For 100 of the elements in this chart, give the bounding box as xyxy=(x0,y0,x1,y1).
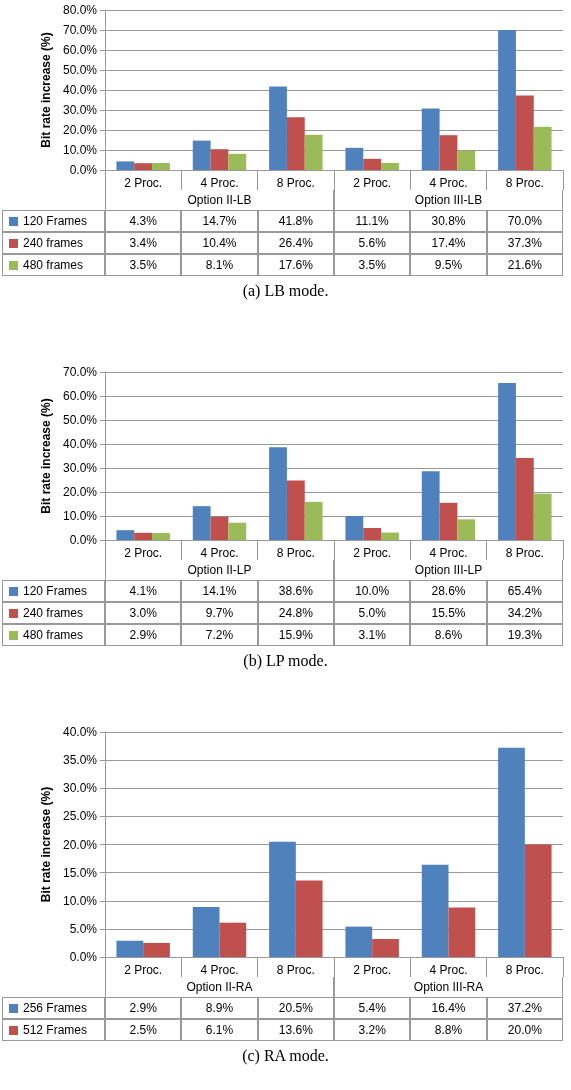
x-tick-label: 8 Proc. xyxy=(505,963,544,977)
x-tick-label: 4 Proc. xyxy=(429,176,468,190)
data-label: 70.0% xyxy=(486,210,563,232)
text: Option II-LP xyxy=(105,560,334,580)
y-axis-title: Bit rate increase (%) xyxy=(39,32,54,148)
bar xyxy=(363,528,382,540)
data-label: 8.1% xyxy=(181,254,258,276)
data-label: 6.1% xyxy=(181,1019,258,1041)
data-label: 38.6% xyxy=(257,580,334,602)
data-label: 28.6% xyxy=(410,580,487,602)
data-label: 5.4% xyxy=(334,997,411,1019)
x-tick-label: 2 Proc. xyxy=(124,176,163,190)
x-tick-label: 8 Proc. xyxy=(276,176,315,190)
data-label: 14.1% xyxy=(181,580,258,602)
bar xyxy=(439,135,458,170)
legend-label: 480 frames xyxy=(23,258,84,272)
data-label: 10.4% xyxy=(181,232,258,254)
y-tick-label: 40.0% xyxy=(62,437,98,451)
y-tick-label: 60.0% xyxy=(62,43,98,57)
data-label: 17.4% xyxy=(410,232,487,254)
legend-label: 120 Frames xyxy=(23,214,88,228)
bar xyxy=(533,126,552,170)
bar xyxy=(421,108,440,170)
bar xyxy=(515,457,534,540)
bar xyxy=(228,522,247,540)
bar xyxy=(498,383,516,540)
bar xyxy=(448,907,476,957)
text: Option II-RA xyxy=(105,977,334,997)
data-label: 8.8% xyxy=(410,1019,487,1041)
bar xyxy=(372,939,399,957)
data-label: 20.0% xyxy=(486,1019,563,1041)
x-tick-label: 4 Proc. xyxy=(200,176,239,190)
y-tick-label: 15.0% xyxy=(62,865,98,880)
bar xyxy=(210,516,229,540)
bar xyxy=(421,471,440,540)
x-tick-label: 4 Proc. xyxy=(429,546,468,560)
text: Option III-LB xyxy=(334,190,563,210)
bar xyxy=(134,532,153,540)
y-tick-label: 30.0% xyxy=(62,781,98,796)
data-label: 26.4% xyxy=(257,232,334,254)
data-label: 8.6% xyxy=(410,624,487,646)
data-label: 3.1% xyxy=(334,624,411,646)
bar xyxy=(116,530,135,540)
data-label: 4.1% xyxy=(105,580,182,602)
legend-label: 480 frames xyxy=(23,628,84,642)
bar xyxy=(210,149,229,170)
x-tick-label: 2 Proc. xyxy=(124,546,163,560)
x-tick-label: 2 Proc. xyxy=(124,963,163,977)
text: (b) LP mode. xyxy=(242,652,329,670)
bar xyxy=(152,533,170,540)
bar xyxy=(381,532,399,540)
bar xyxy=(286,117,305,170)
y-tick-label: 35.0% xyxy=(62,753,98,768)
bar xyxy=(515,95,534,170)
data-label: 5.0% xyxy=(334,602,411,624)
y-tick-label: 80.0% xyxy=(62,3,98,17)
data-label: 2.9% xyxy=(105,997,182,1019)
legend-label: 120 Frames xyxy=(23,584,88,598)
bar xyxy=(295,880,323,957)
legend-label: 512 Frames xyxy=(23,1023,88,1037)
bar xyxy=(421,864,449,957)
text: (c) RA mode. xyxy=(241,1047,330,1065)
text: (a) LB mode. xyxy=(241,282,330,300)
data-label: 30.8% xyxy=(410,210,487,232)
y-tick-label: 0.0% xyxy=(69,533,98,547)
data-label: 3.2% xyxy=(334,1019,411,1041)
legend-label: 240 frames xyxy=(23,606,84,620)
bar xyxy=(457,151,476,170)
text: Option III-LP xyxy=(334,560,563,580)
y-tick-label: 5.0% xyxy=(69,921,98,936)
data-label: 13.6% xyxy=(257,1019,334,1041)
bar xyxy=(524,844,552,957)
text: Option III-RA xyxy=(334,977,563,997)
data-label: 9.7% xyxy=(181,602,258,624)
bar xyxy=(345,147,364,170)
bar xyxy=(192,140,211,170)
y-tick-label: 30.0% xyxy=(62,103,98,117)
x-tick-label: 8 Proc. xyxy=(505,176,544,190)
data-label: 15.5% xyxy=(410,602,487,624)
bar xyxy=(134,163,153,170)
y-tick-label: 70.0% xyxy=(62,23,98,37)
bar xyxy=(219,922,247,957)
bar xyxy=(533,493,552,540)
bar xyxy=(192,906,220,957)
data-label: 10.0% xyxy=(334,580,411,602)
data-label: 14.7% xyxy=(181,210,258,232)
bar xyxy=(304,134,323,170)
bar xyxy=(228,153,247,170)
bar xyxy=(143,942,170,957)
y-tick-label: 20.0% xyxy=(62,837,98,852)
bar xyxy=(152,163,170,170)
data-label: 37.2% xyxy=(486,997,563,1019)
x-tick-label: 8 Proc. xyxy=(276,546,315,560)
text: Option II-LB xyxy=(105,190,334,210)
data-label: 20.5% xyxy=(257,997,334,1019)
legend-label: 256 Frames xyxy=(23,1001,88,1015)
legend-label: 240 frames xyxy=(23,236,84,250)
bar xyxy=(286,480,305,540)
data-label: 3.4% xyxy=(105,232,182,254)
bar xyxy=(363,158,382,170)
